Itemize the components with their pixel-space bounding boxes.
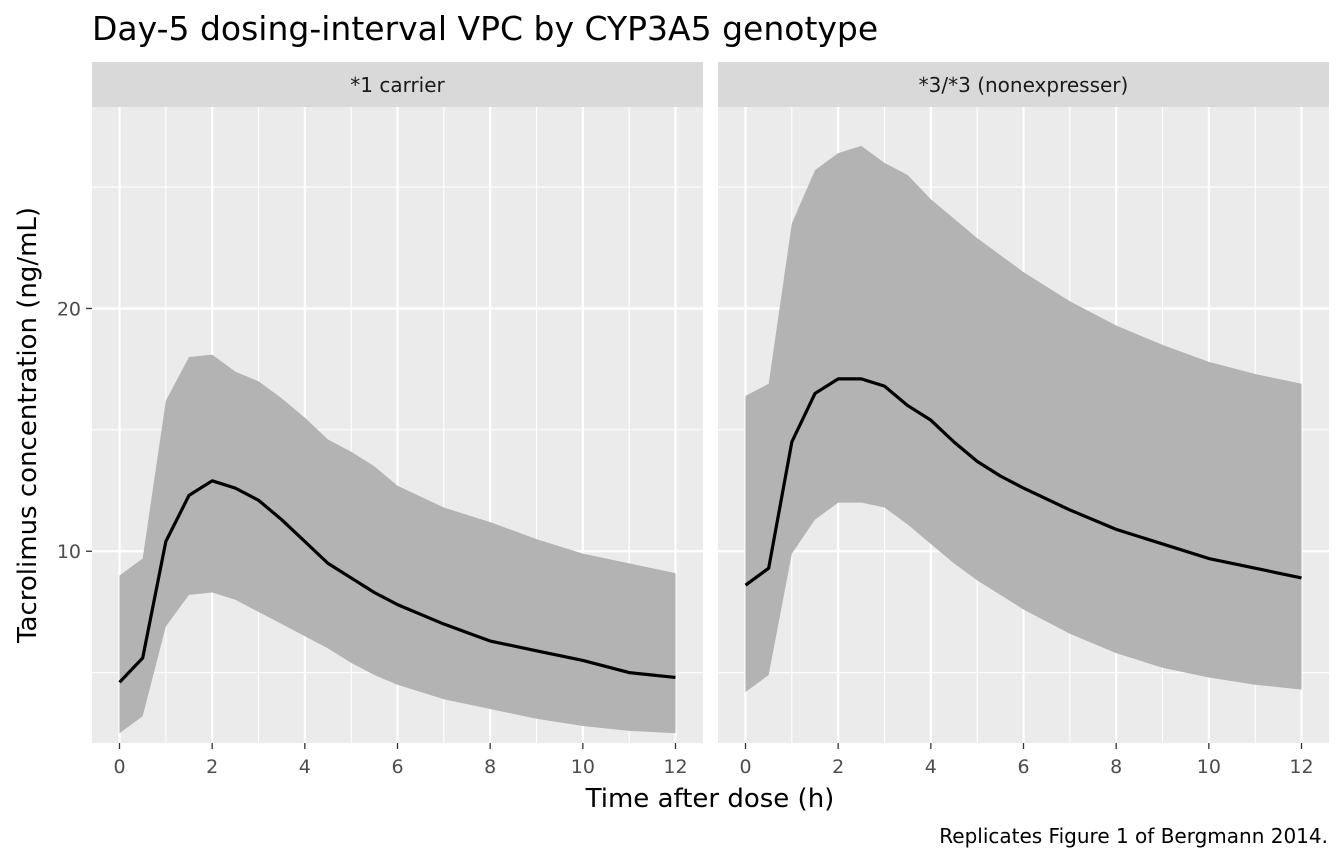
- facet-strip-label: *1 carrier: [350, 73, 445, 97]
- chart-caption: Replicates Figure 1 of Bergmann 2014.: [939, 824, 1328, 848]
- median-line: [744, 377, 1302, 587]
- facet-2: *3/*3 (nonexpresser) 0 2 4 6 8 10 12: [718, 62, 1329, 778]
- facet-strip-label: *3/*3 (nonexpresser): [919, 73, 1129, 97]
- median-line: [118, 479, 676, 684]
- x-tick-label: 10: [1197, 756, 1221, 778]
- x-tick-label: 12: [663, 756, 687, 778]
- x-tick-label: 12: [1289, 756, 1313, 778]
- chart-title: Day-5 dosing-interval VPC by CYP3A5 geno…: [92, 9, 878, 48]
- x-tick-label: 0: [739, 756, 751, 778]
- x-tick-label: 2: [206, 756, 218, 778]
- facet-strip: [92, 62, 703, 107]
- x-tick-label: 8: [484, 756, 496, 778]
- x-tick-label: 10: [571, 756, 595, 778]
- facet-strip: [718, 62, 1329, 107]
- prediction-interval-band: [119, 354, 676, 734]
- prediction-interval-band: [745, 145, 1302, 693]
- y-tick-label: 20: [57, 298, 81, 320]
- x-tick-label: 6: [391, 756, 403, 778]
- x-tick-label: 2: [832, 756, 844, 778]
- y-tick-label: 10: [57, 541, 81, 563]
- y-axis-title: Tacrolimus concentration (ng/mL): [13, 207, 43, 644]
- x-tick-label: 6: [1017, 756, 1029, 778]
- x-tick-label: 4: [925, 756, 937, 778]
- x-tick-label: 0: [113, 756, 125, 778]
- facet-1: *1 carrier 0 2 4 6 8 10 12 10 20: [57, 62, 703, 778]
- x-tick-label: 8: [1110, 756, 1122, 778]
- x-axis-title: Time after dose (h): [585, 784, 835, 814]
- x-tick-label: 4: [299, 756, 311, 778]
